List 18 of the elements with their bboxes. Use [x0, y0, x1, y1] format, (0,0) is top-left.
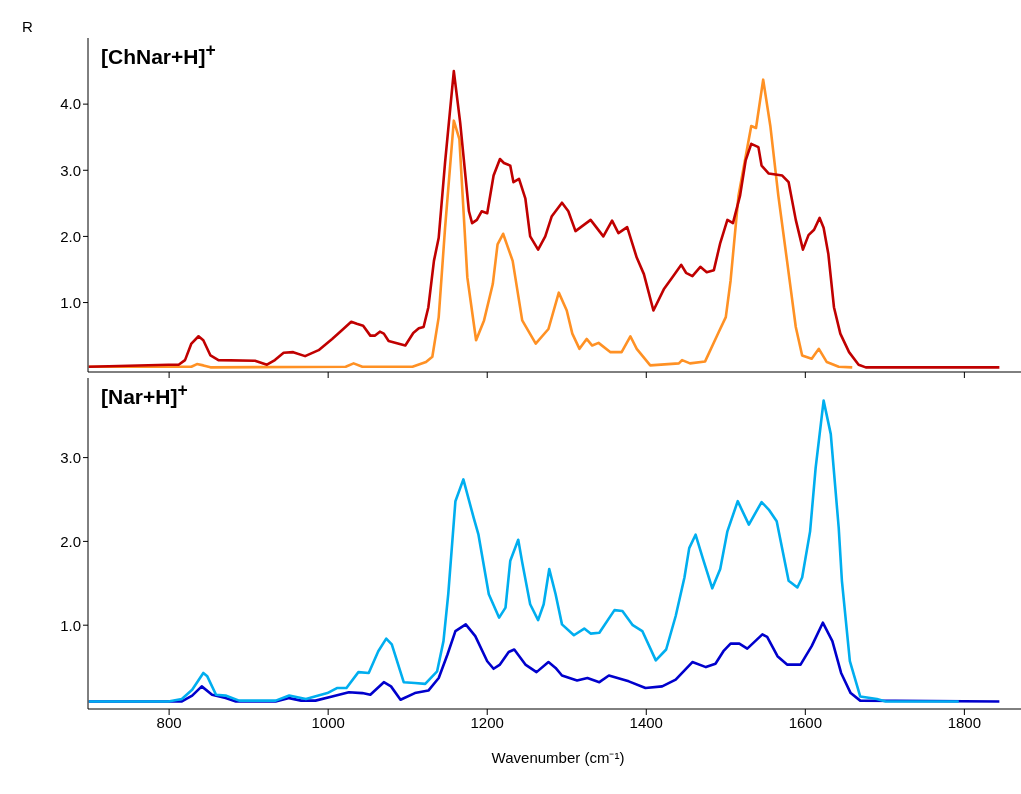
x-tick-label: 1000	[311, 713, 345, 731]
y-tick-label: 2.0	[60, 532, 81, 550]
x-tick-label: 1400	[629, 713, 663, 731]
y-tick-label: 3.0	[60, 448, 81, 466]
y-tick-label: 3.0	[60, 161, 81, 179]
x-tick-label: 1200	[470, 713, 504, 731]
y-tick-label: 1.0	[60, 293, 81, 311]
x-tick-label: 1600	[788, 713, 823, 731]
y-tick-label: 4.0	[60, 95, 81, 113]
x-tick-label: 1800	[947, 713, 982, 731]
chart-title: [ChNar+H]$^{+}$	[101, 40, 216, 69]
x-tick-label: 800	[156, 713, 182, 731]
y-tick-label: 2.0	[60, 227, 81, 245]
line-series	[88, 69, 1001, 369]
x-axis-title: Wavenumber (cm⁻¹)	[490, 748, 626, 767]
y-axis-title: R	[22, 18, 33, 35]
chart-title: [Nar+H]$^{+}$	[101, 380, 188, 409]
y-tick-label: 1.0	[60, 616, 81, 634]
